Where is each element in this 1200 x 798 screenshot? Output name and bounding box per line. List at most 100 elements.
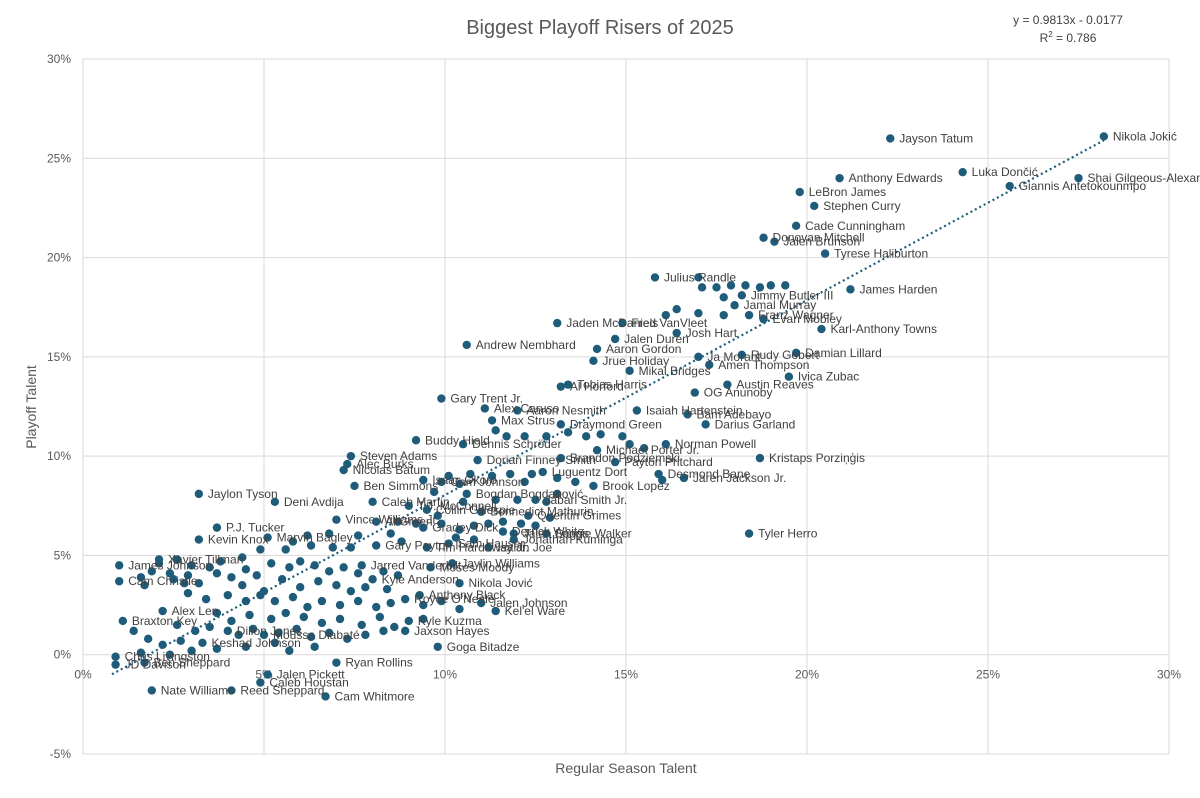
y-tick-label: 20%	[47, 251, 71, 265]
data-point	[227, 616, 236, 626]
data-point-label: Ben Simmons	[364, 479, 439, 493]
data-point	[484, 543, 493, 552]
data-point-label: Collin Gillespie	[436, 503, 516, 517]
y-tick-label: 10%	[47, 449, 71, 463]
data-point	[306, 541, 316, 550]
data-point	[469, 535, 479, 544]
data-point	[183, 571, 193, 580]
data-point	[473, 455, 482, 465]
data-point	[661, 310, 671, 320]
data-point	[172, 620, 182, 630]
data-point	[810, 201, 819, 211]
data-point	[477, 598, 486, 608]
data-point	[672, 305, 681, 314]
data-point	[227, 573, 236, 582]
data-point	[744, 310, 754, 320]
x-tick-label: 20%	[795, 668, 819, 682]
data-point	[216, 557, 225, 566]
data-point	[386, 598, 395, 608]
r-squared-exponent: 2	[1048, 30, 1053, 39]
data-point	[140, 658, 149, 667]
data-point-label: Reed Sheppard	[240, 683, 324, 697]
data-point-label: Buddy Hield	[425, 433, 490, 447]
data-point	[147, 567, 156, 576]
data-point	[589, 356, 598, 366]
data-point-label: Jayson Tatum	[899, 131, 973, 145]
data-point-label: JD Davison	[125, 658, 186, 672]
data-point	[661, 440, 671, 449]
data-point	[846, 285, 855, 294]
data-point-label: Moses Moody	[440, 560, 515, 574]
data-point	[172, 555, 182, 564]
data-point	[223, 590, 232, 600]
data-point	[419, 523, 428, 532]
data-point	[719, 310, 728, 320]
data-point-label: Dillon Jones	[237, 624, 302, 638]
data-point-label: Tim Hardaway Jr.	[436, 540, 529, 554]
data-point	[212, 523, 222, 532]
data-point-label: Damian Lillard	[805, 346, 882, 360]
data-point	[705, 360, 714, 369]
data-point	[650, 273, 660, 282]
data-point	[723, 380, 732, 389]
data-point	[346, 543, 356, 552]
data-point	[180, 579, 189, 588]
data-point	[610, 457, 620, 467]
data-point	[654, 469, 663, 479]
data-point-label: Stephen Curry	[823, 199, 900, 213]
data-point-label: Jalen Johnson	[490, 596, 567, 610]
data-point	[487, 471, 497, 481]
data-point-label: Jimmy Butler III	[751, 288, 834, 302]
data-point	[429, 487, 439, 497]
data-point	[154, 555, 164, 564]
data-point-label: Kel'el Ware	[505, 604, 566, 618]
y-tick-label: 5%	[54, 548, 72, 562]
y-tick-label: 0%	[54, 648, 72, 662]
data-point-label: Amen Thompson	[718, 358, 809, 372]
data-point-label: Bennedict Mathurin	[490, 505, 593, 519]
data-point	[346, 586, 356, 596]
data-point-label: Nicolas Batum	[353, 463, 430, 477]
data-point	[469, 521, 479, 530]
data-point	[755, 453, 765, 463]
data-point-label: Ja Morant	[707, 350, 761, 364]
data-point	[791, 348, 801, 358]
data-point-label: Lonnie Walker	[555, 527, 631, 541]
data-point	[136, 573, 146, 582]
data-point	[553, 473, 562, 483]
data-point	[274, 628, 283, 638]
data-point-label: James Johnson	[128, 558, 212, 572]
data-point	[267, 614, 276, 624]
data-point-label: Gary Payton II	[385, 539, 462, 553]
data-point	[317, 596, 327, 606]
trendline-r-squared: R2 = 0.786	[1040, 30, 1097, 45]
data-point-label: Marvin Bagley	[277, 531, 353, 545]
data-point-label: Alec Burks	[356, 457, 413, 471]
data-point	[332, 658, 341, 667]
data-point-label: Donovan Mitchell	[773, 231, 865, 245]
data-point	[766, 281, 775, 290]
data-point	[256, 678, 265, 687]
data-point-label: Luguentz Dort	[552, 465, 628, 479]
data-point	[759, 233, 768, 242]
data-point	[238, 553, 247, 562]
chart-title: Biggest Playoff Risers of 2025	[466, 17, 734, 39]
data-point	[701, 420, 710, 429]
x-axis-title: Regular Season Talent	[555, 760, 697, 776]
data-point	[487, 416, 497, 425]
data-point-label: Jaxson Hayes	[414, 624, 489, 638]
data-point-label: Anthony Edwards	[849, 171, 943, 185]
data-point-label: Keshad Johnson	[211, 636, 300, 650]
data-point	[205, 622, 214, 632]
data-point	[451, 533, 461, 542]
data-point-label: Karl-Anthony Towns	[830, 322, 937, 336]
data-point	[419, 614, 428, 624]
data-point-label: Al Green	[385, 515, 432, 529]
data-point	[296, 557, 305, 566]
data-point	[256, 545, 265, 554]
data-point-label: Max Strus	[501, 413, 555, 427]
data-point	[596, 430, 605, 439]
data-point	[433, 642, 442, 651]
data-point	[390, 622, 399, 632]
